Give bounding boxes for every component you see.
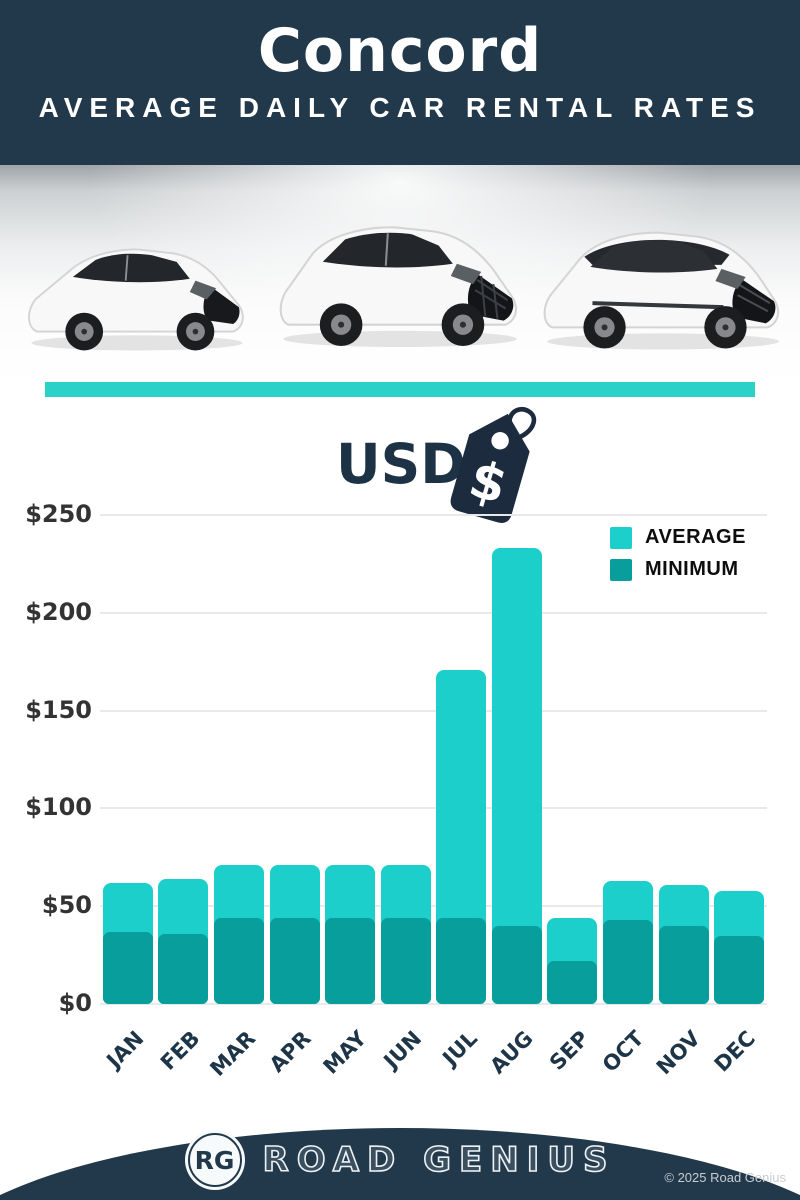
legend-label-minimum: MINIMUM xyxy=(645,558,739,580)
bar-minimum-jun xyxy=(380,917,431,1004)
legend-label-average: AVERAGE xyxy=(645,526,746,548)
bar-minimum-may xyxy=(325,917,376,1004)
bar-minimum-aug xyxy=(491,925,542,1004)
bar-minimum-apr xyxy=(269,917,320,1004)
price-tag-dollar-icon: $ xyxy=(450,406,537,523)
bar-minimum-feb xyxy=(158,933,209,1004)
logo-initials: RG xyxy=(194,1145,235,1175)
y-tick-label-$100: $100 xyxy=(25,793,92,822)
gridline-$0 xyxy=(100,1003,767,1005)
bar-minimum-dec xyxy=(714,935,765,1004)
currency-label: USD xyxy=(336,432,466,496)
white-suv-car-image xyxy=(279,226,518,348)
legend-item-average: AVERAGE xyxy=(610,526,746,549)
legend-item-minimum: MINIMUM xyxy=(610,558,746,581)
teal-divider xyxy=(45,382,755,397)
gridline-$200 xyxy=(100,611,767,614)
gridline-$100 xyxy=(100,807,767,810)
road-genius-logo-icon: RG xyxy=(184,1130,245,1190)
y-tick-label-$150: $150 xyxy=(25,695,92,724)
average-color-swatch xyxy=(610,526,632,549)
copyright: © 2025 Road Genius xyxy=(664,1170,786,1185)
bar-minimum-oct xyxy=(603,919,654,1004)
gridline-$50 xyxy=(100,905,767,908)
y-tick-label-$0: $0 xyxy=(58,989,92,1017)
y-axis: $0 $50 $100 $150 $200 $250 xyxy=(0,500,92,1017)
y-tick-label-$50: $50 xyxy=(41,891,92,920)
gridline-$250 xyxy=(100,514,767,516)
bar-minimum-jul xyxy=(436,917,487,1004)
footer: RG ROAD GENIUS xyxy=(0,1130,800,1190)
bar-minimum-sep xyxy=(547,960,598,1004)
white-suv-black-roof-car-image xyxy=(543,231,780,350)
white-hatchback-car-image xyxy=(28,248,244,351)
bar-minimum-nov xyxy=(658,925,709,1004)
brand-name: ROAD GENIUS xyxy=(262,1139,616,1181)
bar-minimum-mar xyxy=(213,917,264,1004)
minimum-color-swatch xyxy=(610,558,632,581)
page-subtitle: AVERAGE DAILY CAR RENTAL RATES xyxy=(38,92,762,123)
page-title: Concord xyxy=(257,16,543,86)
y-tick-label-$250: $250 xyxy=(25,500,92,528)
x-label-dec: DEC xyxy=(709,1026,760,1077)
y-tick-label-$200: $200 xyxy=(25,597,92,626)
plot-area: JAN FEB MAR APR MAY JUN JUL AUG SEP OCT NOV DEC xyxy=(100,514,767,1081)
gridline-$150 xyxy=(100,709,767,712)
x-label-anchor: DEC xyxy=(663,1022,760,1076)
header: Concord AVERAGE DAILY CAR RENTAL RATES xyxy=(0,0,800,165)
legend: AVERAGE MINIMUM xyxy=(610,526,746,590)
rental-rates-chart: $0 $50 $100 $150 $200 $250 JAN FEB MAR APR MAY JUN… xyxy=(0,500,800,1100)
bar-minimum-jan xyxy=(102,931,153,1004)
